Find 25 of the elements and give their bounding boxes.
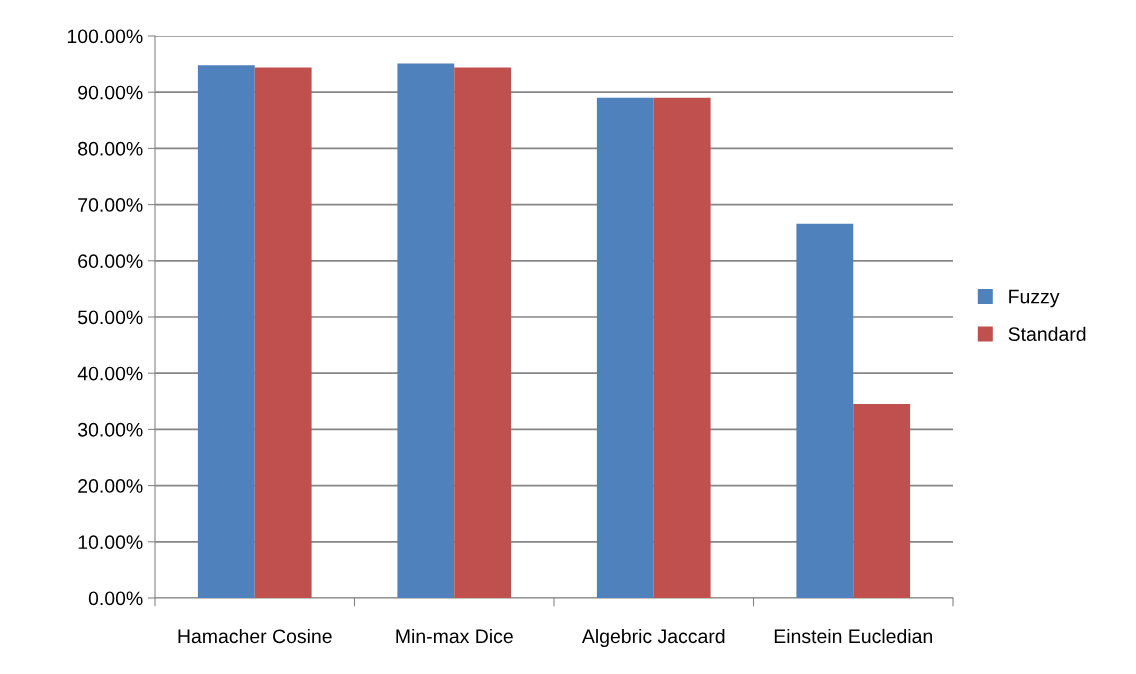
y-tick-label: 80.00% [78, 141, 143, 156]
bar [596, 97, 654, 598]
bar [796, 223, 854, 598]
y-tick-label: 70.00% [78, 198, 143, 212]
bar [254, 67, 312, 598]
x-tick-label: Min-max Dice [396, 628, 513, 644]
bar [454, 67, 512, 598]
x-tick-label: Hamacher Cosine [178, 628, 332, 644]
y-tick-label: 60.00% [78, 254, 143, 269]
x-tick-label: Algebric Jaccard [581, 628, 725, 648]
y-tick-label: 100.00% [67, 29, 143, 44]
y-tick-label: 40.00% [77, 366, 143, 381]
bar [853, 404, 911, 598]
bar [653, 97, 711, 598]
x-tick-label: Einstein Eucledian [774, 628, 932, 644]
bar [197, 65, 255, 598]
y-tick-label: 20.00% [78, 479, 143, 493]
legend-label: Standard [1008, 326, 1086, 341]
y-tick-label: 10.00% [78, 535, 143, 550]
y-tick-label: 50.00% [78, 310, 143, 325]
y-tick-label: 30.00% [77, 422, 143, 437]
bar [397, 63, 455, 598]
y-tick-label: 0.00% [88, 591, 143, 606]
legend-label: Fuzzy [1009, 289, 1060, 308]
y-tick-label: 90.00% [78, 85, 143, 100]
